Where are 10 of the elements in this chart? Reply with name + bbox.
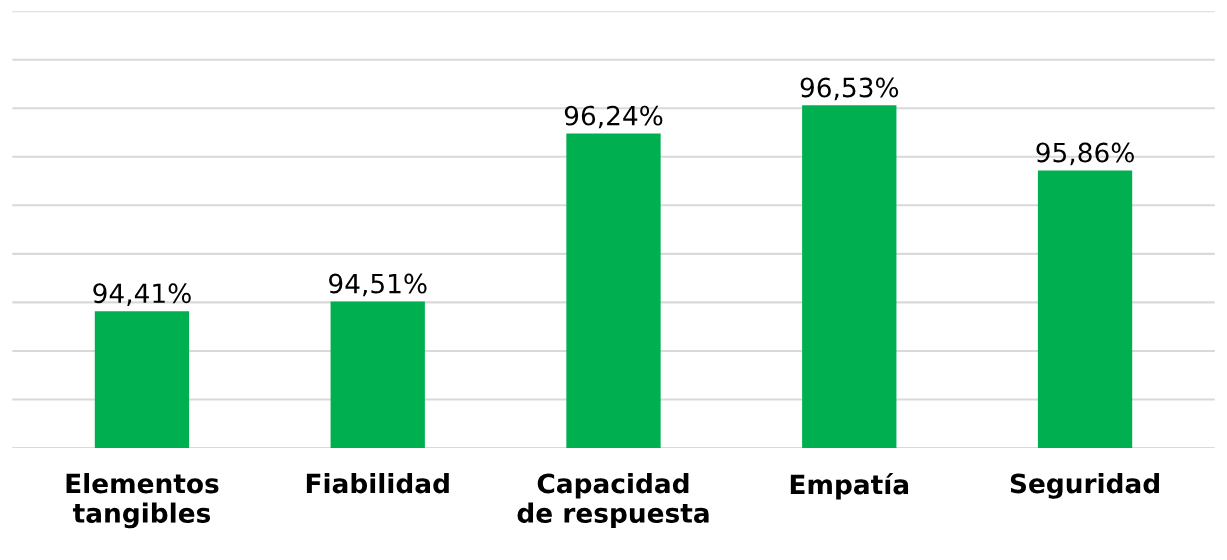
data-label: 94,41% [93, 283, 191, 306]
x-tick-label: Seguridad [1010, 473, 1159, 499]
data-label: 94,51% [329, 273, 427, 297]
data-label: 96,53% [800, 77, 899, 101]
x-tick-label: Capacidad de respuesta [517, 473, 709, 529]
x-tick-label: Elementos tangibles [66, 473, 219, 529]
data-label: 95,86% [1036, 142, 1134, 166]
data-label: 96,24% [564, 105, 663, 129]
x-tick-label: Fiabilidad [306, 473, 449, 494]
x-tick-label: Empatía [790, 473, 909, 500]
